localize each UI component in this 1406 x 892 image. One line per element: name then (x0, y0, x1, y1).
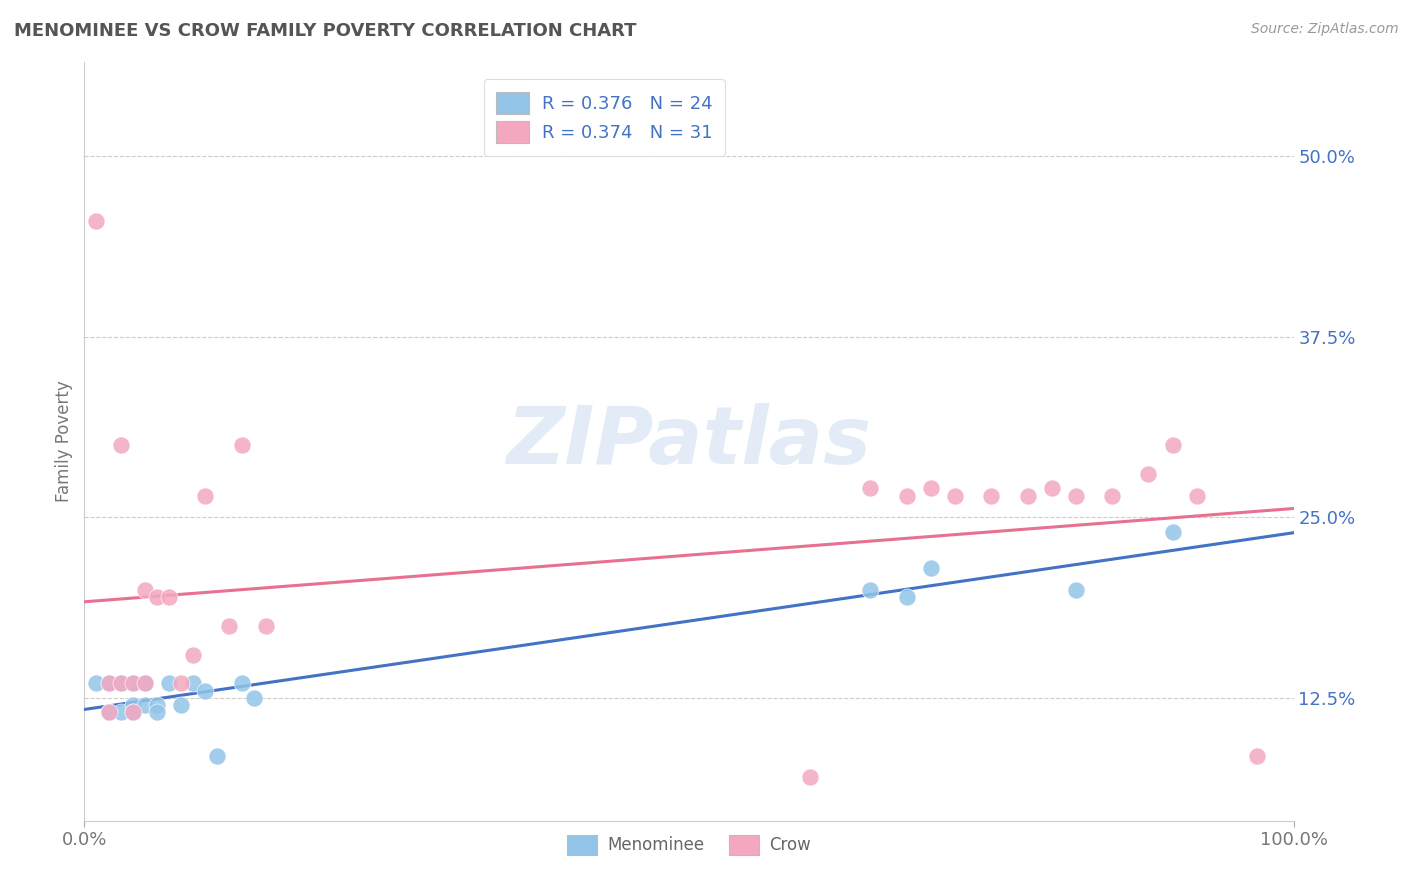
Point (1137, 467, 1160, 481)
Point (110, 706, 132, 720)
Point (110, 438, 132, 452)
Point (134, 698, 156, 712)
Point (86, 676, 108, 690)
Point (146, 698, 169, 712)
Point (194, 683, 217, 698)
Point (896, 590, 918, 604)
Text: Source: ZipAtlas.com: Source: ZipAtlas.com (1251, 22, 1399, 37)
Point (1017, 489, 1039, 503)
Point (121, 706, 143, 720)
Point (799, 770, 821, 784)
Point (1040, 482, 1063, 496)
Point (943, 489, 966, 503)
Point (97, 706, 120, 720)
Point (1101, 489, 1123, 503)
Text: MENOMINEE VS CROW FAMILY POVERTY CORRELATION CHART: MENOMINEE VS CROW FAMILY POVERTY CORRELA… (14, 22, 637, 40)
Point (1064, 582, 1087, 597)
Point (121, 698, 143, 712)
Point (110, 676, 132, 690)
Point (181, 648, 204, 662)
Point (1185, 489, 1208, 503)
Point (1161, 438, 1184, 452)
Point (1161, 524, 1184, 539)
Point (896, 489, 918, 503)
Point (134, 676, 156, 690)
Point (97, 706, 120, 720)
Point (920, 482, 942, 496)
Point (181, 676, 204, 690)
Point (146, 706, 169, 720)
Point (980, 489, 1002, 503)
Point (86, 214, 108, 228)
Point (920, 561, 942, 575)
Text: ZIPatlas: ZIPatlas (506, 402, 872, 481)
Point (231, 676, 253, 690)
Point (859, 482, 882, 496)
Point (110, 676, 132, 690)
Point (1246, 748, 1268, 763)
Point (231, 438, 253, 452)
Point (97, 676, 120, 690)
Point (170, 676, 193, 690)
Point (194, 489, 217, 503)
Point (146, 590, 169, 604)
Y-axis label: Family Poverty: Family Poverty (55, 381, 73, 502)
Point (134, 676, 156, 690)
Point (157, 590, 180, 604)
Legend: Menominee, Crow: Menominee, Crow (561, 828, 817, 862)
Point (121, 676, 143, 690)
Point (121, 706, 143, 720)
Point (1064, 489, 1087, 503)
Point (121, 676, 143, 690)
Point (170, 698, 193, 712)
Point (97, 676, 120, 690)
Point (859, 582, 882, 597)
Point (134, 582, 156, 597)
Point (242, 690, 264, 705)
Point (254, 618, 277, 632)
Point (157, 676, 180, 690)
Point (207, 748, 229, 763)
Point (218, 618, 240, 632)
